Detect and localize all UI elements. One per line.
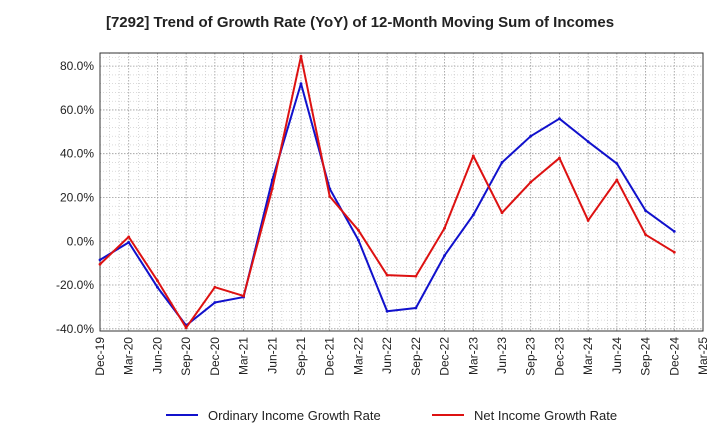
series-1-point — [357, 238, 360, 242]
series-1-point — [299, 82, 303, 86]
series-1-point — [615, 162, 619, 165]
series-2-point — [586, 219, 590, 222]
series-2-point — [385, 273, 389, 277]
x-tick-label: Dec-24 — [667, 337, 681, 376]
series-2-point — [414, 274, 418, 278]
series-1-point — [672, 230, 676, 233]
series-2-point — [615, 178, 619, 182]
y-tick-label: 0.0% — [67, 234, 95, 248]
series-2-point — [558, 156, 561, 160]
plot-frame — [99, 52, 704, 332]
x-tick-label: Mar-22 — [351, 337, 365, 375]
legend-label-2: Net Income Growth Rate — [474, 408, 617, 423]
x-tick-label: Jun-24 — [610, 337, 624, 374]
series-1-point — [127, 240, 131, 244]
series-1-point — [586, 140, 590, 144]
series-1-point — [443, 254, 446, 257]
series-2-point — [529, 180, 533, 184]
series-2-point — [672, 250, 676, 254]
plot-area — [100, 53, 703, 331]
x-tick-label: Jun-20 — [150, 337, 164, 374]
x-tick-label: Jun-23 — [495, 337, 509, 374]
y-tick-label: 40.0% — [60, 147, 94, 161]
series-2-point — [328, 194, 332, 198]
y-tick-label: 80.0% — [60, 59, 94, 73]
series-2-point — [127, 235, 131, 239]
series-1-point — [500, 161, 504, 164]
series-1-point — [213, 301, 217, 304]
y-tick-label: -40.0% — [56, 322, 94, 336]
series-2-point — [270, 187, 274, 191]
series-2-point — [443, 226, 446, 230]
x-tick-label: Mar-23 — [466, 337, 480, 375]
x-tick-label: Sep-21 — [294, 337, 308, 376]
series-2-point — [213, 285, 217, 289]
series-1-point — [156, 285, 159, 289]
series-1-point — [529, 134, 533, 138]
series-2-point — [500, 211, 504, 215]
series-2-point — [98, 262, 102, 266]
series-2-point — [644, 233, 647, 237]
series-1-point — [414, 306, 418, 310]
x-tick-label: Dec-21 — [323, 337, 337, 376]
x-tick-label: Sep-24 — [639, 337, 653, 376]
x-tick-label: Sep-23 — [524, 337, 538, 376]
x-tick-label: Dec-23 — [552, 337, 566, 376]
x-tick-label: Sep-22 — [409, 337, 423, 376]
x-tick-label: Dec-20 — [208, 337, 222, 376]
series-1-point — [558, 117, 561, 121]
x-tick-label: Jun-21 — [265, 337, 279, 374]
series-1-point — [98, 258, 102, 262]
y-tick-label: 60.0% — [60, 103, 94, 117]
series-1-point — [270, 178, 274, 182]
series-2-point — [156, 279, 159, 283]
legend-label-1: Ordinary Income Growth Rate — [208, 408, 381, 423]
series-2-point — [242, 294, 245, 298]
y-tick-label: -20.0% — [56, 278, 94, 292]
series-1-point — [644, 209, 647, 213]
series-2-point — [299, 54, 303, 58]
series-1-point — [385, 309, 389, 313]
series-2-point — [471, 154, 475, 158]
series-2-point — [184, 326, 188, 330]
y-tick-label: 20.0% — [60, 190, 94, 204]
x-tick-label: Mar-21 — [237, 337, 251, 375]
x-tick-label: Mar-20 — [122, 337, 136, 375]
x-tick-label: Jun-22 — [380, 337, 394, 374]
x-tick-label: Mar-25 — [696, 337, 710, 375]
chart-title: [7292] Trend of Growth Rate (YoY) of 12-… — [105, 14, 615, 31]
x-tick-label: Mar-24 — [581, 337, 595, 375]
x-tick-label: Sep-20 — [179, 337, 193, 376]
x-tick-label: Dec-19 — [93, 337, 107, 376]
series-1-point — [471, 213, 475, 217]
series-2-point — [357, 228, 360, 232]
x-tick-label: Dec-22 — [438, 337, 452, 376]
